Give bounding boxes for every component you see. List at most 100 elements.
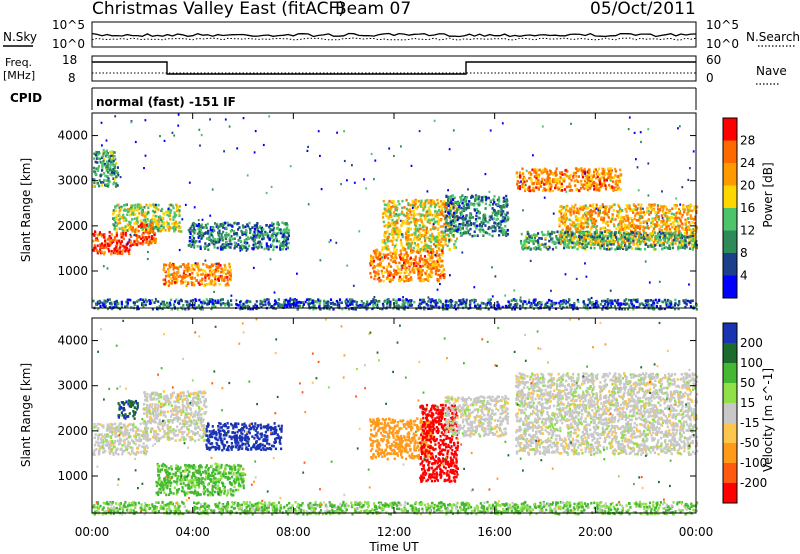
echo-cell <box>272 248 275 251</box>
echo-cell <box>236 234 239 237</box>
echo-cell <box>406 216 409 220</box>
echo-cell <box>504 233 507 236</box>
echo-cell <box>407 214 410 217</box>
echo-cell <box>279 228 282 231</box>
echo-cell <box>453 229 456 232</box>
echo-cell <box>463 232 466 235</box>
echo-cell <box>479 230 482 233</box>
echo-cell <box>441 225 444 228</box>
echo-cell <box>209 271 212 274</box>
echo-cell <box>561 189 564 192</box>
echo-cell <box>457 304 460 307</box>
echo-cell <box>413 217 416 220</box>
echo-cell <box>559 176 562 179</box>
echo-cell <box>227 283 230 287</box>
echo-cell <box>570 213 573 217</box>
echo-cell <box>215 264 218 267</box>
echo-cell <box>388 232 391 236</box>
echo-cell <box>428 267 431 270</box>
echo-cell <box>99 161 102 164</box>
echo-cell <box>599 182 602 186</box>
echo-cell <box>200 237 203 240</box>
echo-cell <box>157 203 160 207</box>
echo-cell <box>599 303 602 306</box>
echo-cell <box>431 232 434 236</box>
echo-cell <box>111 239 114 242</box>
echo-cell <box>394 208 397 212</box>
echo-cell <box>569 236 572 240</box>
echo-cell <box>275 239 278 243</box>
echo-cell <box>468 206 471 209</box>
echo-cell <box>403 253 406 256</box>
echo-cell <box>207 229 210 233</box>
echo-cell <box>451 198 454 201</box>
echo-cell <box>442 245 445 248</box>
echo-cell <box>460 222 463 226</box>
echo-cell <box>109 164 112 167</box>
echo-cell <box>550 230 554 234</box>
echo-cell <box>102 159 105 163</box>
echo-cell <box>407 238 410 241</box>
echo-cell <box>595 225 599 228</box>
echo-cell <box>674 203 677 207</box>
echo-cell <box>618 177 621 181</box>
echo-cell <box>598 180 601 184</box>
echo-cell <box>619 174 622 177</box>
echo-cell <box>221 246 224 250</box>
echo-cell <box>645 226 648 230</box>
echo-cell <box>258 240 261 244</box>
echo-cell <box>572 210 575 213</box>
echo-cell <box>147 240 150 244</box>
echo-cell <box>285 239 288 243</box>
echo-cell <box>626 214 629 218</box>
echo-cell <box>580 207 584 210</box>
echo-cell <box>245 231 248 234</box>
echo-cell <box>151 209 154 213</box>
echo-cell <box>144 212 147 216</box>
echo-cell <box>209 230 212 234</box>
nave-tick-low: 0 <box>706 71 714 85</box>
echo-cell <box>381 265 384 269</box>
echo-cell <box>151 239 155 243</box>
echo-cell <box>405 276 408 280</box>
echo-cell <box>417 245 420 249</box>
echo-cell <box>119 207 122 211</box>
echo-cell <box>107 179 110 182</box>
echo-cell <box>419 201 422 205</box>
echo-cell <box>108 240 112 243</box>
echo-cell <box>396 226 399 230</box>
echo-cell <box>382 275 385 278</box>
echo-cell <box>569 174 572 177</box>
echo-cell <box>92 166 96 170</box>
echo-cell <box>438 253 441 256</box>
echo-cell <box>566 231 569 234</box>
echo-cell <box>429 228 432 231</box>
echo-cell <box>423 203 426 207</box>
echo-cell <box>454 246 457 249</box>
echo-cell <box>442 274 445 277</box>
echo-cell <box>130 228 133 231</box>
echo-cell <box>391 199 394 203</box>
echo-cell <box>282 235 285 238</box>
echo-cell <box>128 248 131 251</box>
echo-cell <box>419 276 422 280</box>
echo-cell <box>593 231 596 234</box>
echo-cell <box>152 227 155 230</box>
echo-cell <box>168 263 171 267</box>
echo-cell <box>485 197 488 200</box>
echo-cell <box>146 212 149 216</box>
echo-cell <box>275 227 278 230</box>
echo-cell <box>161 207 164 211</box>
echo-cell <box>99 233 103 236</box>
echo-cell <box>482 234 485 237</box>
echo-cell <box>231 237 234 241</box>
echo-cell <box>657 238 660 241</box>
echo-cell <box>271 233 274 237</box>
echo-cell <box>550 183 553 187</box>
echo-cell <box>387 278 390 281</box>
echo-cell <box>427 279 430 282</box>
echo-cell <box>488 233 491 236</box>
echo-cell <box>639 235 642 238</box>
echo-cell <box>229 246 232 249</box>
echo-cell <box>284 243 288 247</box>
